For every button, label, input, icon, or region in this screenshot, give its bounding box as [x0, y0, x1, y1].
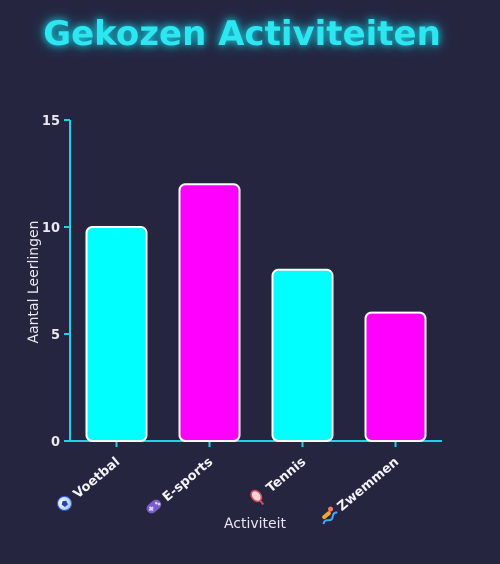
x-tick-label-group: Tennis — [250, 454, 310, 506]
bar-voetbal — [85, 226, 148, 442]
bar-tennis — [271, 268, 334, 442]
x-tick-label: E-sports — [160, 454, 216, 505]
chart-title: Gekozen Activiteiten — [43, 14, 441, 54]
x-tick-label: Tennis — [264, 454, 310, 496]
x-tick-label: Zwemmen — [335, 455, 402, 515]
tennis-racket-icon — [250, 489, 265, 506]
y-tick-label: 15 — [42, 114, 60, 129]
swimmer-icon — [322, 506, 338, 525]
x-tick-label-group: Zwemmen — [322, 455, 402, 525]
bars — [85, 183, 427, 442]
game-controller-icon — [146, 499, 162, 514]
y-tick-label: 10 — [42, 221, 60, 236]
y-tick-label: 0 — [51, 435, 60, 450]
y-axis-title: Aantal Leerlingen — [26, 221, 42, 344]
bar-zwemmen — [364, 311, 427, 442]
soccer-ball-icon — [57, 495, 73, 511]
x-tick-label: Voetbal — [71, 455, 123, 502]
x-axis-title: Activiteit — [224, 516, 287, 532]
bar-e-sports — [178, 183, 241, 442]
x-tick-label-group: Voetbal — [57, 455, 123, 511]
x-tick-label-group: E-sports — [146, 454, 216, 514]
y-tick-label: 5 — [51, 328, 60, 343]
